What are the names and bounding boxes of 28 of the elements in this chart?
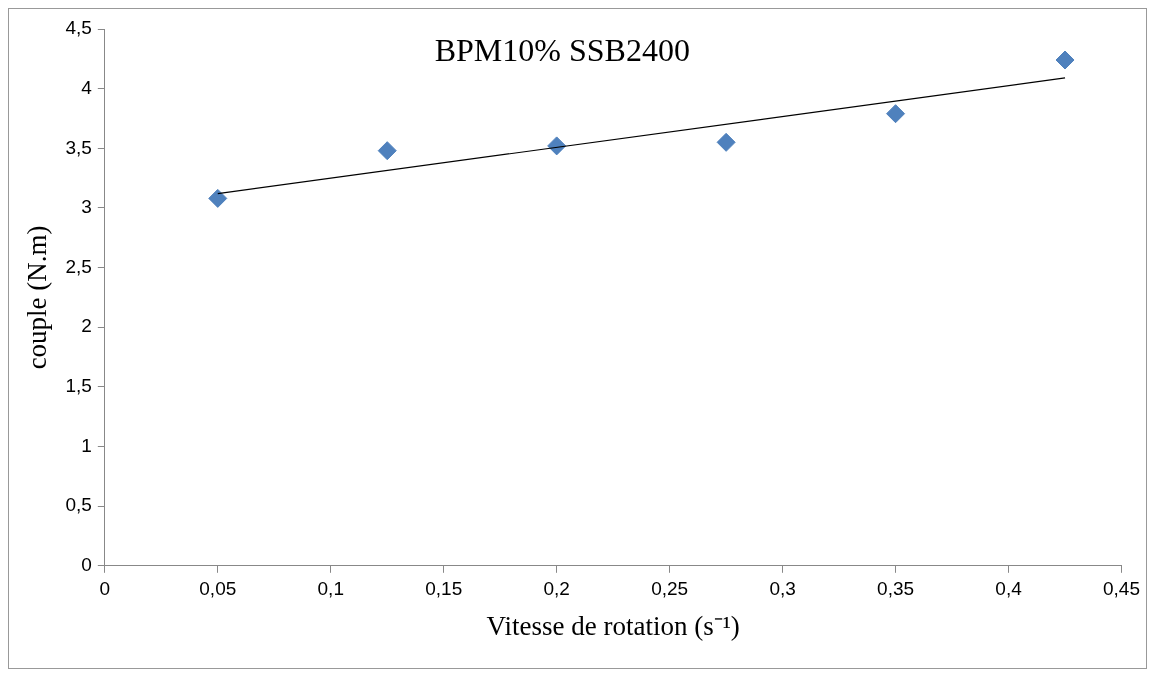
- point: [716, 132, 736, 152]
- y-tick-label: 2: [81, 315, 92, 337]
- y-tick-label: 2,5: [65, 255, 92, 277]
- x-tick-label: 0: [99, 578, 111, 600]
- y-tick-label: 1,5: [65, 375, 92, 397]
- y-tick-label: 0: [81, 554, 92, 576]
- point: [377, 141, 397, 161]
- x-tick-label: 0,3: [769, 578, 796, 600]
- x-tick-label: 0,4: [995, 578, 1023, 600]
- y-tick-label: 0,5: [65, 494, 92, 516]
- chart-title: BPM10% SSB2400: [434, 32, 690, 69]
- y-tick-label: 4,5: [65, 17, 92, 39]
- x-tick-label: 0,1: [317, 578, 344, 600]
- x-tick-label: 0,35: [877, 578, 915, 600]
- x-tick-label: 0,15: [425, 578, 463, 600]
- point: [1055, 50, 1075, 70]
- point: [208, 188, 228, 208]
- x-tick-label: 0,05: [199, 578, 237, 600]
- y-tick-label: 1: [81, 434, 92, 456]
- x-tick-label: 0,2: [543, 578, 570, 600]
- y-tick-label: 4: [81, 76, 93, 98]
- x-tick-label: 0,25: [651, 578, 689, 600]
- x-axis-title: Vitesse de rotation (s⁻¹): [486, 610, 740, 641]
- y-tick-label: 3: [81, 196, 92, 218]
- y-axis-title: couple (N.m): [22, 225, 53, 370]
- y-tick-label: 3,5: [65, 136, 92, 158]
- point: [886, 104, 906, 124]
- x-tick-label: 0,45: [1103, 578, 1140, 600]
